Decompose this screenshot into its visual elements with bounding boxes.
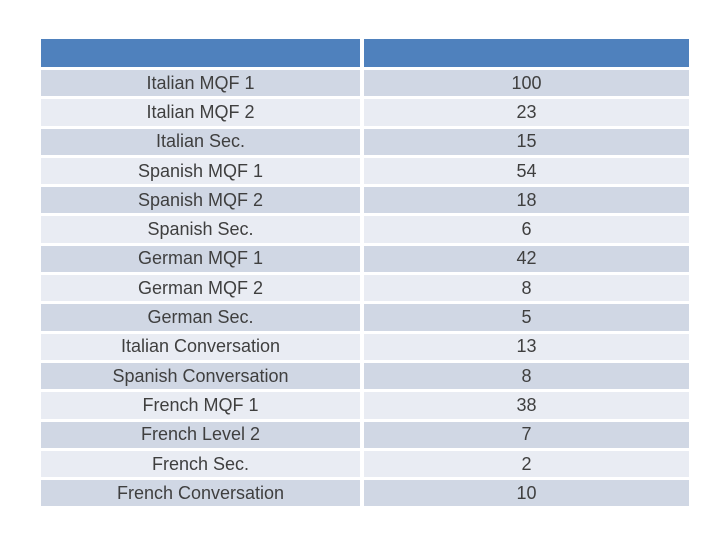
course-name-cell: French Conversation: [41, 480, 360, 507]
course-count-cell: 18: [364, 187, 689, 214]
course-name-cell: German MQF 2: [41, 275, 360, 302]
course-count-cell: 42: [364, 245, 689, 273]
course-count-cell: 8: [364, 275, 689, 302]
course-name-cell: Italian Conversation: [41, 333, 360, 360]
course-count-cell: 10: [364, 480, 689, 507]
course-name-cell: German MQF 1: [41, 245, 360, 273]
table-header-course-cell: [41, 39, 360, 67]
course-count-cell: 38: [364, 392, 689, 419]
course-count-cell: 8: [364, 362, 689, 390]
course-name-cell: Italian Sec.: [41, 128, 360, 155]
course-name-cell: Spanish MQF 2: [41, 187, 360, 214]
course-name-cell: Italian MQF 2: [41, 99, 360, 126]
course-count-cell: 2: [364, 450, 689, 478]
course-count-cell: 7: [364, 421, 689, 448]
course-name-cell: Spanish Sec.: [41, 216, 360, 243]
course-count-cell: 100: [364, 70, 689, 97]
course-count-cell: 23: [364, 99, 689, 126]
course-count-cell: 13: [364, 333, 689, 360]
course-count-cell: 15: [364, 128, 689, 155]
course-name-cell: Spanish Conversation: [41, 362, 360, 390]
course-name-cell: French Sec.: [41, 450, 360, 478]
course-name-cell: German Sec.: [41, 304, 360, 331]
course-count-cell: 54: [364, 157, 689, 185]
course-name-cell: French Level 2: [41, 421, 360, 448]
table-header-count-cell: [364, 39, 689, 67]
course-count-cell: 6: [364, 216, 689, 243]
course-name-cell: Italian MQF 1: [41, 70, 360, 97]
course-name-cell: French MQF 1: [41, 392, 360, 419]
course-enrollment-table: Italian MQF 1 100 Italian MQF 2 23 Italian S…: [41, 39, 689, 507]
course-count-cell: 5: [364, 304, 689, 331]
course-name-cell: Spanish MQF 1: [41, 157, 360, 185]
